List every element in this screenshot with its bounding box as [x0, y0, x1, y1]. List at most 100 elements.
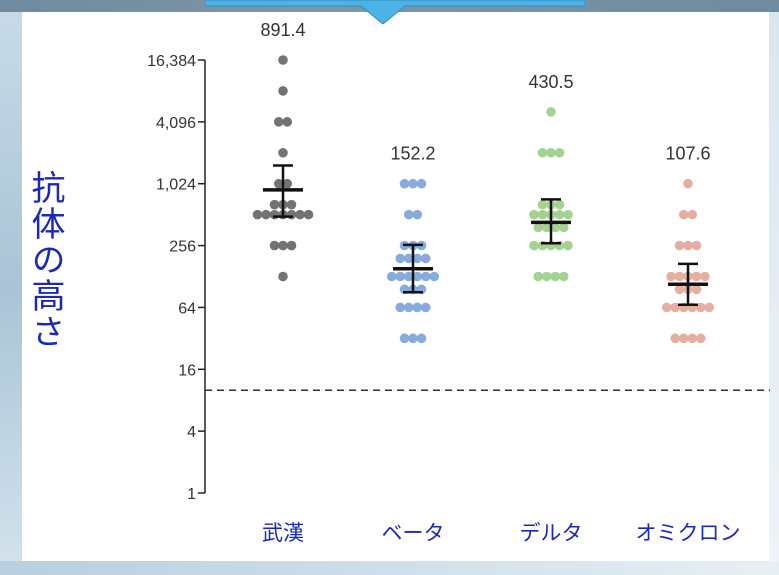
data-point [408, 333, 418, 344]
geometric-mean-label: 430.5 [528, 72, 573, 92]
data-point [416, 333, 427, 344]
geometric-mean-label: 891.4 [260, 20, 305, 40]
data-point [412, 209, 423, 220]
data-point [286, 199, 297, 210]
data-point [563, 240, 573, 251]
data-point [554, 209, 565, 220]
data-point [282, 178, 293, 189]
data-point [399, 333, 410, 344]
data-point [403, 209, 414, 220]
mean-ci-marker [263, 164, 303, 218]
y-tick-label: 16,384 [147, 53, 196, 70]
data-point [674, 271, 685, 282]
callout-pointer [205, 0, 585, 24]
series-points [252, 55, 314, 282]
data-point [563, 209, 573, 220]
y-tick-label: 64 [178, 300, 196, 317]
category-label: デルタ [520, 521, 583, 545]
data-point [678, 209, 689, 220]
data-point [695, 302, 706, 313]
data-point [546, 107, 556, 117]
data-point [403, 253, 414, 264]
data-point [278, 86, 288, 96]
data-point [269, 240, 280, 251]
data-point [558, 222, 569, 233]
data-point [541, 271, 552, 282]
mean-ci-marker [531, 198, 571, 245]
data-point [395, 271, 406, 282]
data-point [395, 302, 406, 313]
data-point [695, 333, 706, 344]
data-point [286, 240, 297, 251]
data-point [403, 302, 414, 313]
y-tick-label: 4 [187, 424, 196, 441]
data-point [269, 209, 280, 220]
data-point [278, 55, 288, 65]
data-point [687, 209, 698, 220]
data-point [403, 271, 414, 282]
data-point [533, 222, 544, 233]
data-point [420, 253, 431, 264]
data-point [273, 117, 284, 127]
data-point [278, 147, 288, 158]
data-point [399, 178, 410, 189]
right-decor-strip [769, 0, 779, 575]
data-point [412, 253, 423, 264]
data-point [558, 271, 569, 282]
data-point [550, 222, 561, 233]
data-point [529, 209, 539, 220]
data-point [420, 302, 431, 313]
data-point [674, 240, 685, 251]
data-point [537, 209, 548, 220]
data-point [670, 302, 681, 313]
data-point [550, 271, 561, 282]
series-points [529, 107, 573, 282]
data-point [533, 271, 544, 282]
left-decor-strip [0, 0, 22, 575]
data-point [286, 209, 297, 220]
y-axis-label: 抗体の高さ [25, 170, 65, 350]
data-point [678, 333, 689, 344]
y-tick-label: 4,096 [156, 115, 196, 132]
data-point [683, 178, 693, 189]
data-point [252, 209, 263, 220]
data-point [537, 147, 548, 158]
data-point [412, 271, 423, 282]
data-point [303, 209, 314, 220]
data-point [683, 240, 693, 251]
y-tick-label: 1,024 [156, 177, 196, 194]
data-point [691, 284, 702, 295]
geometric-mean-label: 152.2 [390, 144, 435, 164]
data-point [386, 271, 397, 282]
data-point [269, 199, 280, 210]
category-label: 武漢 [262, 521, 304, 545]
data-point [687, 333, 698, 344]
data-point [691, 271, 702, 282]
bottom-decor-strip [0, 561, 779, 575]
data-point [416, 178, 427, 189]
data-point [273, 178, 284, 189]
data-point [529, 240, 539, 251]
mean-ci-marker [393, 243, 433, 294]
geometric-mean-label: 107.6 [665, 144, 710, 164]
data-point [554, 199, 565, 210]
y-tick-label: 1 [187, 486, 196, 503]
data-point [420, 271, 431, 282]
data-point [282, 117, 293, 127]
data-point [546, 147, 556, 158]
data-point [670, 333, 681, 344]
data-point [541, 222, 552, 233]
data-point [429, 271, 440, 282]
y-tick-label: 256 [169, 239, 196, 256]
data-point [666, 271, 676, 282]
data-point [412, 302, 423, 313]
mean-ci-marker [668, 262, 708, 306]
data-point [700, 271, 710, 282]
data-point [674, 284, 685, 295]
data-point [537, 199, 548, 210]
y-tick-label: 16 [178, 362, 196, 379]
data-point [278, 271, 288, 282]
data-point [554, 147, 565, 158]
data-point [395, 253, 406, 264]
